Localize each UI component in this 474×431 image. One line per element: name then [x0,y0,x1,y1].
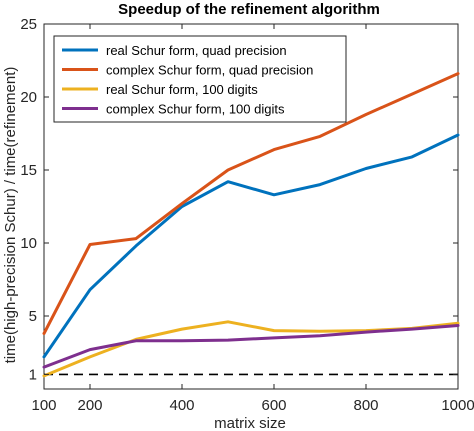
legend-entry-1: real Schur form, quad precision [106,43,287,58]
y-tick-label: 10 [20,235,37,252]
x-axis-label: matrix size [214,415,286,431]
x-tick-label: 100 [31,397,56,414]
legend-box [53,35,347,123]
series-line-4 [42,324,460,369]
x-tick-label: 200 [77,397,102,414]
y-tick-label: 1 [29,366,37,383]
y-tick-label: 5 [29,308,37,325]
x-tick-label: 400 [169,397,194,414]
y-tick-label: 20 [20,89,37,106]
legend-entry-4: complex Schur form, 100 digits [106,102,285,117]
series-line-1 [42,133,460,359]
x-tick-label: 600 [261,397,286,414]
y-axis-label: time(high-precision Schur) / time(refine… [2,67,19,364]
x-tick-label: 800 [353,397,378,414]
y-tick-label: 15 [20,162,37,179]
series-layer [42,72,460,378]
x-tick-label: 1000 [441,397,474,414]
chart-title: Speedup of the refinement algorithm [118,1,380,18]
legend: real Schur form, quad precision complex S… [53,35,347,123]
y-tick-label: 25 [20,16,37,33]
series-line-2 [42,72,460,335]
x-axis-ticks: 100 200 400 600 800 1000 [31,24,474,414]
legend-entry-2: complex Schur form, quad precision [106,63,313,78]
legend-entry-3: real Schur form, 100 digits [106,82,258,97]
